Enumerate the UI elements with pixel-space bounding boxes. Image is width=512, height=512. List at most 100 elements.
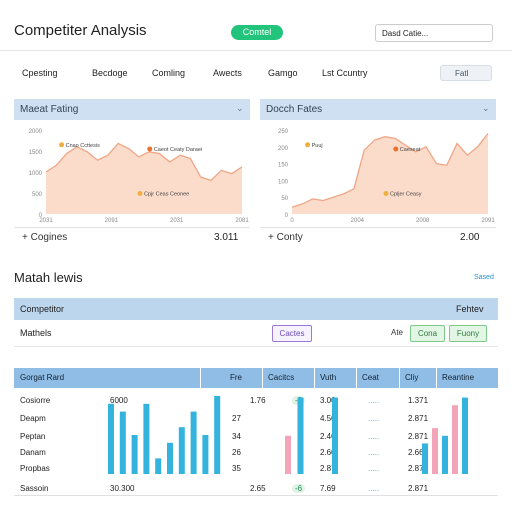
td: 2.871 [408, 432, 429, 441]
annotation: Cnao Ccttesis [66, 143, 100, 149]
y-tick-label: 250 [278, 129, 289, 135]
chevron: ⌄ [482, 103, 490, 113]
th: Reantine [442, 373, 475, 382]
y-tick-label: 1500 [29, 150, 43, 156]
td: 6000 [110, 396, 128, 405]
badge: -6 [292, 484, 306, 493]
col-divider [262, 368, 263, 388]
td: ..... [368, 484, 380, 493]
col-divider [399, 368, 400, 388]
annotation: Cpljer Ceasy [390, 192, 422, 198]
button[interactable]: Ate [390, 328, 403, 337]
link[interactable]: Sased [474, 274, 494, 281]
bar [202, 435, 209, 474]
title: Competiter Analysis [14, 22, 147, 39]
bar [178, 427, 185, 474]
tab[interactable]: Comling [152, 68, 186, 78]
th: Cliy [405, 373, 419, 382]
bar [167, 442, 173, 474]
area [292, 133, 488, 214]
bar-right: Fehtev [456, 304, 484, 314]
y-tick-label: 2000 [29, 129, 43, 135]
y-tick-label: 200 [278, 146, 289, 152]
tab[interactable]: Awects [213, 68, 242, 78]
td: ..... [368, 464, 380, 473]
annotation: Caeseat [400, 147, 421, 153]
td: 2.871 [408, 484, 429, 493]
tab[interactable]: Lst Ccuntry [322, 68, 368, 78]
x-tick-label: 2081 [235, 218, 249, 224]
marker [147, 146, 153, 152]
button[interactable]: Cona [410, 325, 445, 342]
bar [143, 403, 150, 474]
line [45, 142, 243, 182]
x-tick-label: 0 [290, 218, 294, 224]
bar [214, 396, 221, 474]
td: 1.76 [250, 396, 266, 405]
annotation: Puuj [312, 143, 323, 149]
row-line [14, 346, 498, 347]
button[interactable]: Cactes [272, 325, 312, 342]
td: Sassoin [20, 484, 49, 493]
table-line [14, 495, 498, 496]
td: 7.69 [320, 484, 336, 493]
panel-header [260, 99, 496, 120]
td: Peptan [20, 432, 46, 441]
td: Propbas [20, 464, 50, 473]
panel-title: Docch Fates [266, 104, 323, 115]
tab[interactable]: Becdoge [92, 68, 128, 78]
td: ..... [368, 432, 380, 441]
button[interactable]: Fuony [449, 325, 487, 342]
y-tick-label: 500 [32, 192, 43, 198]
x-tick-label: 2008 [416, 218, 430, 224]
col-divider [436, 368, 437, 388]
td: 2.871 [408, 414, 429, 423]
td: 2.664 [408, 448, 429, 457]
td: ..... [368, 448, 380, 457]
td: Cosiorre [20, 396, 51, 405]
y-tick-label: 1000 [29, 171, 43, 177]
td: ..... [368, 414, 380, 423]
td: 34 [232, 432, 241, 441]
y-tick-label: 50 [281, 196, 288, 202]
area-chart: 250 200 150 100 50 00 2004 2008 2091 Puuj Caeseat C… [278, 129, 495, 224]
marker [59, 142, 65, 148]
tab[interactable]: Cpesting [22, 68, 58, 78]
td: 1.371 [408, 396, 429, 405]
col-divider [200, 368, 201, 388]
td: 26 [232, 448, 241, 457]
td: 2.60 [320, 448, 336, 457]
td: 3.00 [320, 396, 336, 405]
td: 35 [232, 464, 241, 473]
footer-line [14, 227, 250, 228]
td: 2.40 [320, 432, 336, 441]
dropdown[interactable]: Dasd Catie... [375, 24, 493, 42]
td: 2.871 [408, 464, 429, 473]
td: 27 [232, 414, 241, 423]
bar [442, 435, 448, 474]
divider [0, 50, 512, 51]
bar [190, 411, 197, 474]
td: Deapm [20, 414, 46, 423]
col-divider [356, 368, 357, 388]
y-tick-label: 150 [278, 163, 289, 169]
td: 2.87 [320, 464, 336, 473]
col-divider [314, 368, 315, 388]
bar [462, 397, 468, 474]
marker [393, 146, 399, 152]
bar [108, 403, 114, 474]
th: Cacitcs [268, 373, 295, 382]
y-tick-label: 100 [278, 179, 289, 185]
badge[interactable]: Comtel [231, 25, 283, 40]
x-tick-label: 2031 [39, 218, 53, 224]
y-tick-label: 0 [285, 213, 289, 219]
marker [305, 142, 311, 148]
tab[interactable]: Gamgo [268, 68, 298, 78]
bar [297, 397, 304, 474]
td: 30.300 [110, 484, 135, 493]
table-header [14, 368, 498, 388]
annotation: Cpjr Ceas Ceonee [144, 192, 189, 198]
filter[interactable]: Fatl [440, 65, 492, 81]
